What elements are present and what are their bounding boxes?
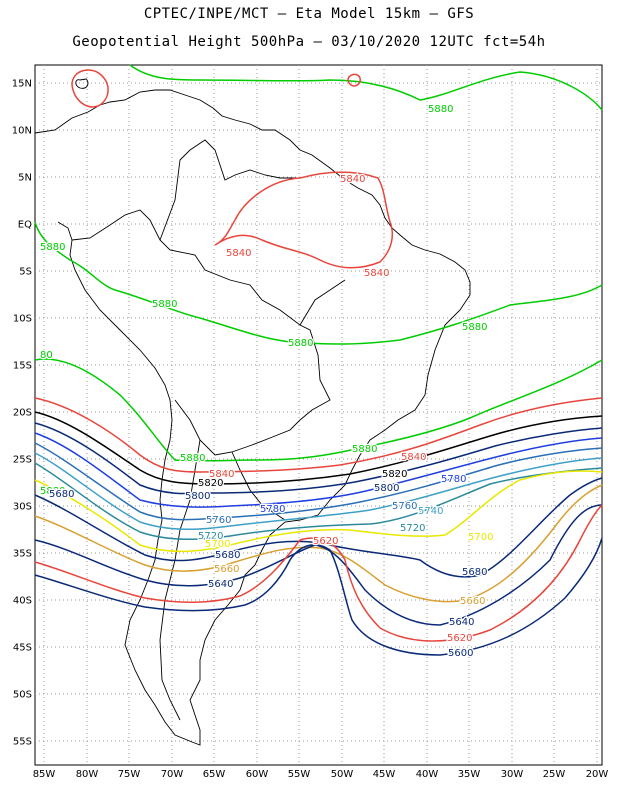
coastline [34,78,471,746]
contour-5600 [34,537,603,656]
lat-tick-label: 55S [13,737,32,748]
contour-label-5880: 5880 [180,453,205,464]
contour-5840-small-loop [347,73,361,87]
map-frame [34,64,603,766]
contour-label-80: 80 [40,350,53,361]
lon-tick-label: 70W [161,769,184,780]
contour-label-5680: 5680 [462,567,487,578]
contour-label-5880: 5880 [428,104,453,115]
contour-label-5700: 5700 [205,539,230,550]
contour-label-5680: 5680 [49,489,74,500]
lon-tick-label: 30W [501,769,524,780]
contour-label-5640: 5640 [449,617,474,628]
contour-5880-south [34,358,603,462]
contour-label-5800: 5800 [49,489,74,500]
lat-tick-label: 25S [13,455,32,466]
contour-5780 [34,432,603,508]
contour-5620 [34,504,603,642]
contour-lines [34,64,603,656]
lat-tick-label: 15S [13,361,32,372]
contour-label-5840: 5840 [401,452,426,463]
lat-tick-label: 35S [13,549,32,560]
lat-tick-label: 20S [13,408,32,419]
lat-tick-label: EQ [18,220,32,231]
contour-label-5880: 5880 [152,299,177,310]
contour-label-5800: 5800 [374,483,399,494]
contour-5680 [34,477,603,578]
contour-label-5620: 5620 [447,633,472,644]
contour-5880-main [34,221,603,345]
lon-tick-label: 85W [33,769,56,780]
contour-5840 [34,397,603,473]
lon-tick-label: 40W [416,769,439,780]
contour-label-5880: 5880 [352,444,377,455]
lat-tick-label: 30S [13,502,32,513]
axis-ticks: 15N 10N 5N EQ 5S 10S 15S 20S 25S 30S 35S 40S 45S 50S 5… [12,79,609,781]
contour-label-5820: 5820 [382,469,407,480]
contour-label-5820: 5820 [198,478,223,489]
contour-5700 [34,470,603,553]
lat-tick-label: 45S [13,643,32,654]
contour-label-5840: 5840 [340,174,365,185]
contour-label-5880: 5880 [288,338,313,349]
graticule [35,65,602,765]
lat-tick-label: 10N [12,126,32,137]
contour-5800 [34,422,603,495]
contour-label-5780: 5780 [441,474,466,485]
contour-label-5740: 5740 [418,506,443,517]
lat-tick-label: 50S [13,690,32,701]
contour-5820 [34,411,603,485]
contour-label-5680: 5680 [215,550,240,561]
contour-5660 [34,484,603,603]
contour-5740 [34,452,603,530]
lon-tick-label: 60W [246,769,269,780]
contour-label-5880: 5880 [40,486,65,497]
contour-label-5700: 5700 [468,532,493,543]
contour-label-5880: 5880 [462,322,487,333]
island-small-1 [75,78,89,89]
contour-label-5600: 5600 [448,648,473,659]
lat-tick-label: 5N [18,173,32,184]
contour-5760 [34,442,603,521]
contour-label-5840: 5840 [226,248,251,259]
lon-tick-label: 80W [76,769,99,780]
contour-label-5840: 5840 [364,268,389,279]
contour-label-5840: 5840 [209,469,234,480]
contour-5880-north [129,64,603,111]
lat-tick-label: 15N [12,79,32,90]
contour-label-5720: 5720 [400,523,425,534]
contour-5720 [34,462,603,540]
south-america-coast [34,89,471,746]
contour-label-5660: 5660 [460,596,485,607]
lon-tick-label: 65W [203,769,226,780]
lon-tick-label: 35W [458,769,481,780]
contour-label-5800: 5800 [185,491,210,502]
title-line-1: CPTEC/INPE/MCT – Eta Model 15km – GFS [143,6,475,22]
contour-label-5760: 5760 [392,501,417,512]
contour-label-5620: 5620 [313,536,338,547]
contour-5840-north-loop [71,69,109,108]
lon-tick-label: 25W [543,769,566,780]
lon-tick-label: 50W [331,769,354,780]
title-line-2: Geopotential Height 500hPa – 03/10/2020 … [72,34,546,50]
contour-5840-tropical [214,171,393,269]
lat-tick-label: 40S [13,596,32,607]
contour-5640 [34,504,603,626]
country-borders [71,139,346,721]
lat-tick-label: 10S [13,314,32,325]
contour-labels: 5880588058805880588058805880588080584058… [39,103,495,661]
contour-label-5880: 5880 [40,242,65,253]
lon-tick-label: 75W [118,769,141,780]
contour-label-5760: 5760 [206,515,231,526]
lon-tick-label: 20W [586,769,609,780]
contour-label-5780: 5780 [260,504,285,515]
lon-tick-label: 55W [288,769,311,780]
contour-label-5720: 5720 [198,531,223,542]
lon-tick-label: 45W [373,769,396,780]
contour-label-5660: 5660 [214,564,239,575]
contour-label-5640: 5640 [208,579,233,590]
lat-tick-label: 5S [19,267,32,278]
